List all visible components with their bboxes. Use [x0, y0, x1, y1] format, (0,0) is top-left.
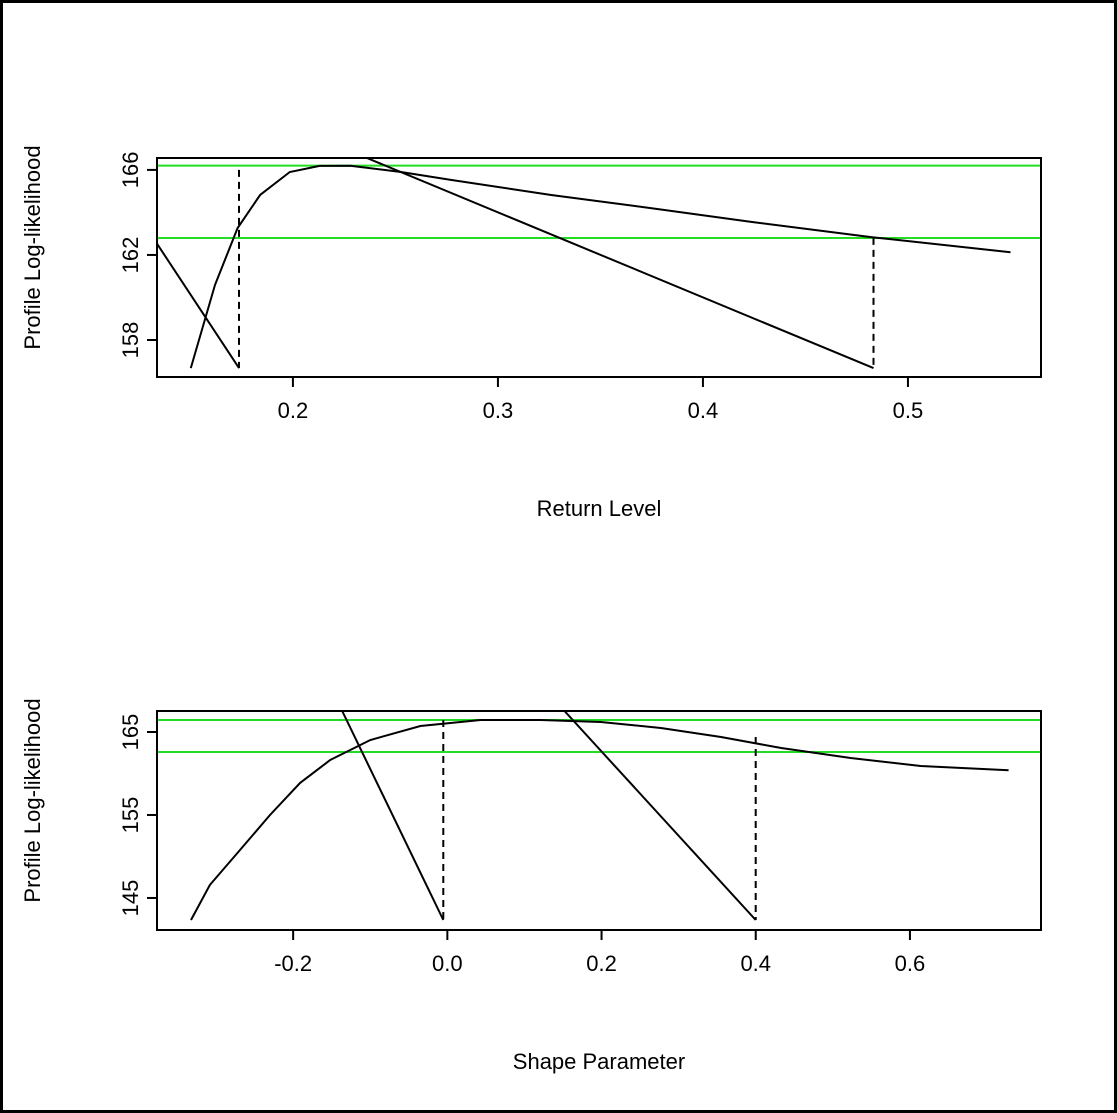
x-tick-label: 0.4 [688, 398, 719, 423]
page: 0.2 0.3 0.4 0.5 158 162 166 Return Level Profile… [0, 0, 1117, 1113]
x-axis-label: Return Level [537, 496, 662, 521]
x-tick-label: -0.2 [274, 951, 312, 976]
y-axis-label: Profile Log-likelihood [20, 698, 45, 902]
y-tick-label: 145 [118, 880, 143, 917]
x-tick-label: 0.2 [586, 951, 617, 976]
x-tick-label: 0.4 [740, 951, 771, 976]
x-tick-label: 0.3 [483, 398, 514, 423]
y-tick-label: 165 [118, 714, 143, 751]
y-tick-label: 166 [118, 152, 143, 189]
y-tick-label: 155 [118, 797, 143, 834]
y-axis-label: Profile Log-likelihood [20, 145, 45, 349]
x-tick-label: 0.0 [432, 951, 463, 976]
x-axis-label: Shape Parameter [513, 1049, 685, 1074]
x-tick-label: 0.6 [895, 951, 926, 976]
x-tick-label: 0.2 [278, 398, 309, 423]
y-tick-label: 158 [118, 322, 143, 359]
y-tick-label: 162 [118, 237, 143, 274]
x-tick-label: 0.5 [893, 398, 924, 423]
frame [2, 2, 1116, 1112]
figure: 0.2 0.3 0.4 0.5 158 162 166 Return Level Profile… [0, 0, 1117, 1113]
